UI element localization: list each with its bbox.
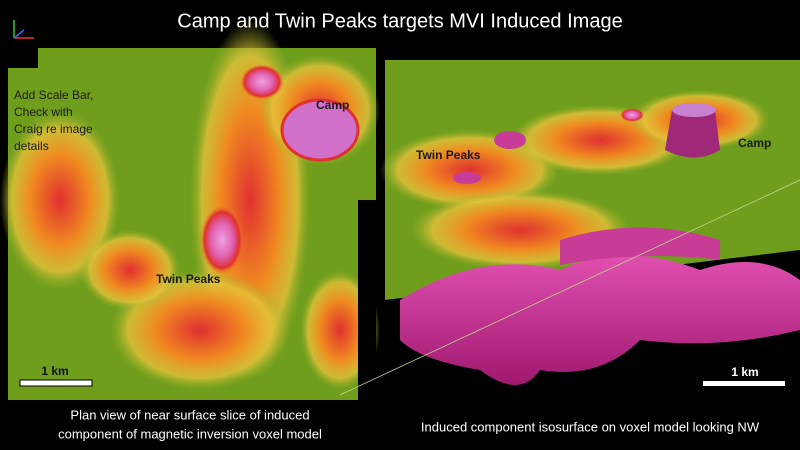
scale-bar-label: 1 km xyxy=(41,364,68,378)
note-line: Check with xyxy=(14,105,73,119)
axis-icon xyxy=(13,20,34,39)
note-line: Add Scale Bar, xyxy=(14,88,93,102)
note-line: details xyxy=(14,139,49,153)
camp-label: Camp xyxy=(738,136,771,150)
note-line: Craig re image xyxy=(14,122,93,136)
twin-peaks-label: Twin Peaks xyxy=(156,272,221,286)
plan-view-image xyxy=(0,20,380,400)
section-line xyxy=(339,179,800,396)
slide-title: Camp and Twin Peaks targets MVI Induced … xyxy=(177,10,622,32)
caption: Induced component isosurface on voxel mo… xyxy=(421,419,760,434)
scale-bar xyxy=(703,381,785,386)
isosurface-image xyxy=(380,48,800,400)
caption: Plan view of near surface slice of induc… xyxy=(70,407,309,422)
caption: component of magnetic inversion voxel mo… xyxy=(58,426,322,441)
camp-label: Camp xyxy=(316,98,349,112)
note: Add Scale Bar, Check with Craig re image… xyxy=(14,88,93,153)
twin-peaks-label: Twin Peaks xyxy=(416,148,481,162)
scale-bar-label: 1 km xyxy=(731,365,758,379)
scale-bar xyxy=(19,379,93,387)
